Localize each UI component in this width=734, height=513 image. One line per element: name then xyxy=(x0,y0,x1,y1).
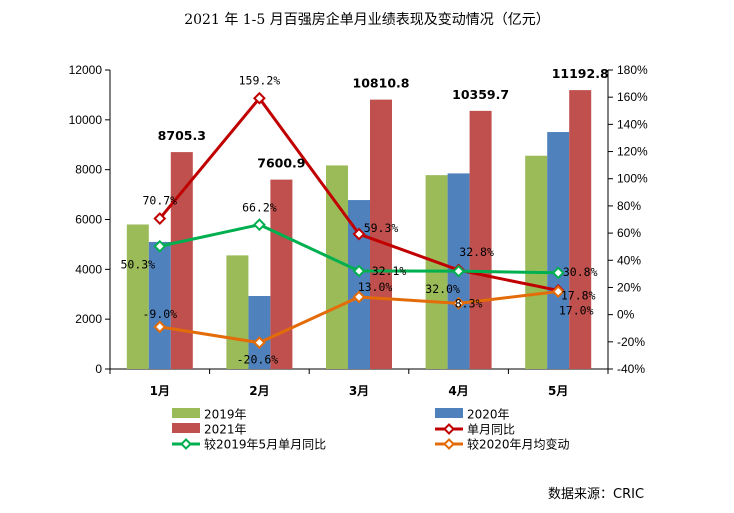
bar-1-4 xyxy=(547,132,570,369)
bar-1-2 xyxy=(348,200,370,369)
legend-marker xyxy=(180,438,192,450)
line-value-label: 70.7% xyxy=(142,194,177,208)
line-marker-0-1 xyxy=(252,91,266,105)
line-marker-2-4 xyxy=(551,285,565,298)
left-tick-label: 0 xyxy=(95,362,102,376)
legend-label: 较2020年月均变动 xyxy=(467,437,570,452)
legend-label: 单月同比 xyxy=(467,423,515,437)
legend-label: 2020年 xyxy=(467,408,510,422)
line-value-label: 32.0% xyxy=(425,282,460,296)
x-tick-label: 4月 xyxy=(448,384,468,398)
legend-swatch xyxy=(172,423,200,433)
line-value-label: 59.3% xyxy=(364,221,399,235)
line-value-label: -9.0% xyxy=(142,307,177,321)
right-tick-label: -20% xyxy=(617,335,645,349)
line-marker-1-2 xyxy=(352,264,366,278)
line-value-label: -20.6% xyxy=(237,353,279,367)
left-tick-label: 10000 xyxy=(69,113,103,127)
line-marker-0-0 xyxy=(153,212,167,225)
x-tick-label: 2月 xyxy=(249,384,269,398)
line-marker-1-1 xyxy=(252,218,266,232)
right-tick-label: 160% xyxy=(617,90,648,104)
right-tick-label: 60% xyxy=(617,226,641,240)
bar-2-4 xyxy=(569,90,592,369)
line-value-label: 66.2% xyxy=(242,201,277,215)
right-tick-label: 120% xyxy=(617,145,648,159)
legend-label: 2021年 xyxy=(204,423,247,437)
left-tick-label: 6000 xyxy=(75,213,102,227)
bar-value-label: 10810.8 xyxy=(353,76,410,91)
bar-value-label: 11192.8 xyxy=(552,66,609,81)
legend-swatch xyxy=(172,408,200,418)
line-marker-0-2 xyxy=(352,227,366,241)
right-tick-label: 80% xyxy=(617,199,641,213)
bar-2-3 xyxy=(469,110,492,369)
bar-0-4 xyxy=(525,155,548,369)
line-marker-1-4 xyxy=(551,266,565,280)
right-tick-label: 0% xyxy=(617,308,635,322)
chart-title: 2021 年 1-5 月百强房企单月业绩表现及变动情况（亿元） xyxy=(184,11,550,28)
source-note: 数据来源：CRIC xyxy=(548,487,644,502)
bar-2-1 xyxy=(270,179,293,369)
line-value-label: 32.8% xyxy=(459,245,494,259)
right-tick-label: 180% xyxy=(617,63,648,77)
left-tick-label: 4000 xyxy=(75,262,102,276)
legend-label: 较2019年5月单月同比 xyxy=(204,437,326,452)
line-marker-1-0 xyxy=(153,239,167,253)
line-marker-1-3 xyxy=(452,264,466,278)
right-tick-label: -40% xyxy=(617,362,645,376)
left-tick-label: 12000 xyxy=(69,63,103,77)
line-value-label: 30.8% xyxy=(563,265,598,279)
line-value-label: 159.2% xyxy=(239,73,281,87)
line-marker-2-1 xyxy=(252,336,266,350)
bar-2-0 xyxy=(170,152,193,369)
bar-value-label: 8705.3 xyxy=(158,128,206,143)
bar-0-0 xyxy=(126,224,149,369)
bar-value-label: 10359.7 xyxy=(452,87,509,102)
bar-2-2 xyxy=(370,99,392,370)
right-tick-label: 20% xyxy=(617,280,641,294)
left-tick-label: 8000 xyxy=(75,163,102,177)
bar-0-2 xyxy=(326,165,348,369)
bars xyxy=(126,90,592,370)
legend-marker xyxy=(443,423,455,435)
data-labels: 8705.3 7600.9 10810.8 10359.7 11192.8 70.7% 15… xyxy=(120,66,608,367)
legend-marker xyxy=(443,438,455,450)
line-value-label: 17.8% xyxy=(561,288,596,302)
lines xyxy=(153,91,565,350)
right-tick-label: 140% xyxy=(617,117,648,131)
bar-value-label: 7600.9 xyxy=(257,156,305,171)
axes: 0 2000 4000 6000 8000 10000 12000 -40% -20% 0% 20%… xyxy=(69,63,648,398)
right-tick-label: 100% xyxy=(617,172,648,186)
line-value-label: 17.0% xyxy=(559,304,594,318)
x-tick-label: 5月 xyxy=(548,384,568,398)
left-tick-label: 2000 xyxy=(75,312,102,326)
line-marker-2-3 xyxy=(452,296,466,310)
line-value-label: 13.0% xyxy=(358,280,393,294)
line-value-label: 50.3% xyxy=(120,257,155,271)
line-value-label: 8.3% xyxy=(455,296,483,310)
x-tick-label: 1月 xyxy=(150,384,170,398)
right-tick-label: 40% xyxy=(617,253,641,267)
legend-label: 2019年 xyxy=(204,408,247,422)
bar-1-1 xyxy=(248,295,271,369)
line-marker-2-0 xyxy=(153,320,167,334)
line-value-label: 32.1% xyxy=(372,264,407,278)
line-marker-2-2 xyxy=(352,290,366,304)
legend-swatch xyxy=(435,408,463,418)
x-tick-label: 3月 xyxy=(349,384,369,398)
bar-1-0 xyxy=(148,241,171,369)
